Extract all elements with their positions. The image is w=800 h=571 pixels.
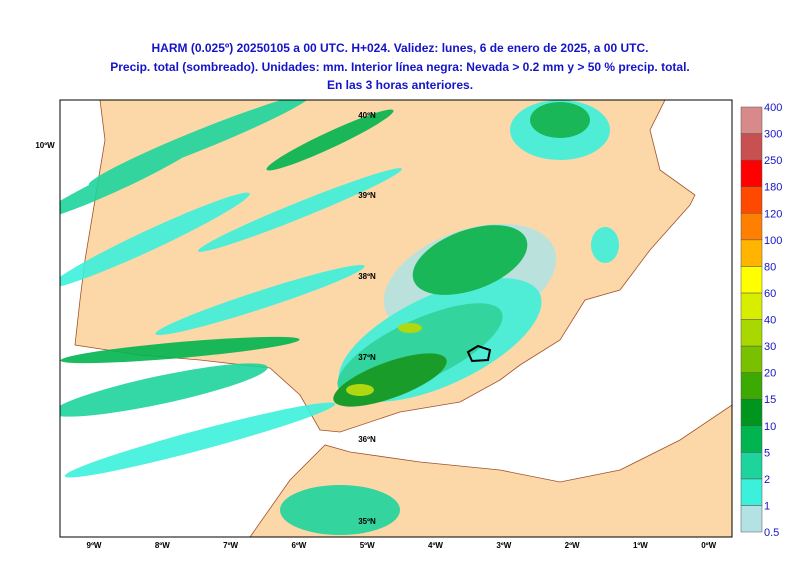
lon-label: 5ºW bbox=[360, 541, 375, 550]
colorbar-label: 5 bbox=[764, 447, 770, 459]
precip bbox=[60, 100, 619, 535]
lon-label: 3ºW bbox=[496, 541, 511, 550]
colorbar-label: 400 bbox=[764, 102, 782, 114]
colorbar-box bbox=[740, 425, 763, 453]
colorbar-box bbox=[740, 398, 763, 426]
colorbar-label: 30 bbox=[764, 341, 776, 353]
lon-label: 1ºW bbox=[633, 541, 648, 550]
map bbox=[60, 100, 732, 537]
colorbar-box bbox=[740, 345, 763, 373]
lon-label: 2ºW bbox=[565, 541, 580, 550]
lon-label: 0ºW bbox=[701, 541, 716, 550]
colorbar-label: 10 bbox=[764, 421, 776, 433]
colorbar: 0.5 1 2 5 10 15 20 30 40 60 80 100 120 180 250 300 400 bbox=[740, 102, 782, 539]
lat-label: 36ºN bbox=[358, 435, 376, 444]
lon-label: 7ºW bbox=[223, 541, 238, 550]
lon-label: 6ºW bbox=[291, 541, 306, 550]
colorbar-label: 250 bbox=[764, 155, 782, 167]
colorbar-box bbox=[740, 319, 763, 347]
colorbar-label: 2 bbox=[764, 474, 770, 486]
lat-label: 39ºN bbox=[358, 191, 376, 200]
lon-label: 4ºW bbox=[428, 541, 443, 550]
colorbar-box bbox=[740, 266, 763, 294]
lon-label: 9ºW bbox=[87, 541, 102, 550]
colorbar-box bbox=[740, 372, 763, 400]
land bbox=[60, 404, 732, 537]
colorbar-label: 80 bbox=[764, 261, 776, 273]
title-line: En las 3 horas anteriores. bbox=[327, 78, 473, 92]
colorbar-box bbox=[740, 213, 763, 241]
colorbar-box bbox=[740, 186, 763, 214]
colorbar-box bbox=[740, 292, 763, 320]
colorbar-label: 0.5 bbox=[764, 527, 779, 539]
colorbar-box bbox=[740, 452, 763, 480]
colorbar-box bbox=[740, 505, 763, 533]
colorbar-label: 1 bbox=[764, 500, 770, 512]
map-labels: 10ºW 40ºN 39ºN 38ºN 37ºN 36ºN 35ºN 9ºW 8ºW 7ºW 6º… bbox=[35, 111, 716, 550]
title-line: Precip. total (sombreado). Unidades: mm.… bbox=[110, 60, 690, 74]
colorbar-label: 120 bbox=[764, 208, 782, 220]
colorbar-label: 40 bbox=[764, 315, 776, 327]
colorbar-label: 180 bbox=[764, 182, 782, 194]
colorbar-box bbox=[740, 106, 763, 134]
lat-label: 37ºN bbox=[358, 353, 376, 362]
lon-label: 8ºW bbox=[155, 541, 170, 550]
lat-label: 35ºN bbox=[358, 517, 376, 526]
colorbar-box bbox=[740, 133, 763, 161]
colorbar-box bbox=[740, 478, 763, 506]
edge-label: 10ºW bbox=[35, 141, 55, 150]
lat-label: 40ºN bbox=[358, 111, 376, 120]
colorbar-label: 20 bbox=[764, 368, 776, 380]
colorbar-label: 100 bbox=[764, 235, 782, 247]
title-line: HARM (0.025º) 20250105 a 00 UTC. H+024. … bbox=[152, 41, 649, 55]
map-frame bbox=[59, 99, 733, 538]
colorbar-label: 60 bbox=[764, 288, 776, 300]
colorbar-box bbox=[740, 239, 763, 267]
colorbar-label: 300 bbox=[764, 129, 782, 141]
colorbar-box bbox=[740, 159, 763, 187]
lat-label: 38ºN bbox=[358, 272, 376, 281]
colorbar-label: 15 bbox=[764, 394, 776, 406]
snow-contour bbox=[466, 344, 492, 363]
